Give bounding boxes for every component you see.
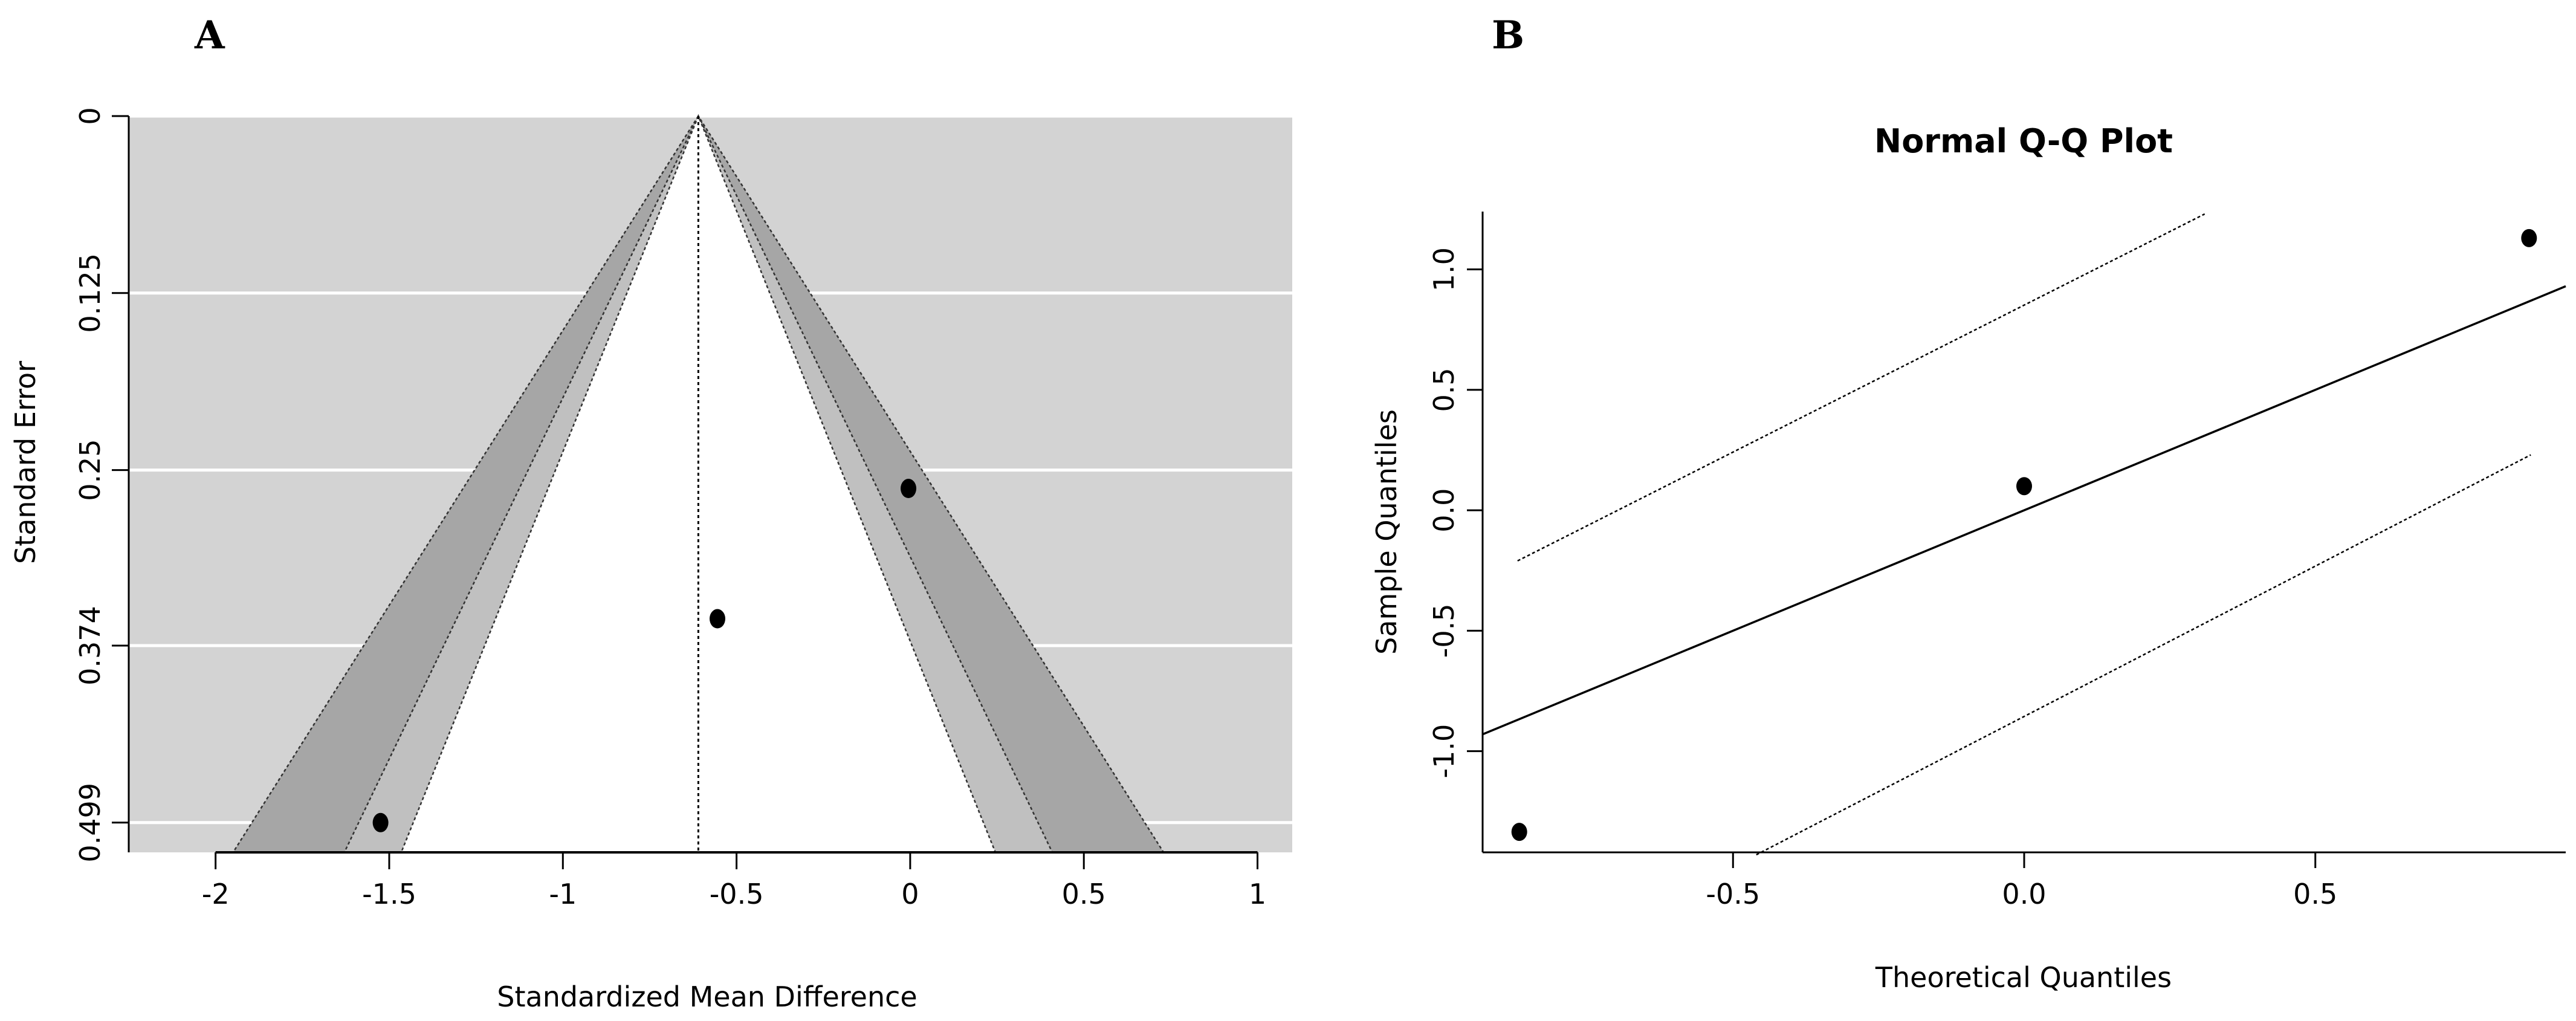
funnel-point-2 bbox=[372, 812, 389, 832]
qq-plot: Normal Q-Q Plot -0.5 0.0 0.5 -1.0 -0.5 0.0 0.5… bbox=[1370, 122, 2566, 994]
qq-axes: -0.5 0.0 0.5 -1.0 -0.5 0.0 0.5 1.0 bbox=[1428, 212, 2566, 910]
qq-confidence-band-lower bbox=[1756, 454, 2531, 856]
funnel-y-tick-label-1: 0.125 bbox=[74, 253, 106, 333]
qq-point-2 bbox=[2521, 229, 2537, 247]
qq-lines bbox=[1482, 213, 2566, 856]
funnel-contours bbox=[215, 114, 1258, 854]
funnel-axes: -2 -1.5 -1 -0.5 0 0.5 1 0 0.125 0.25 0.374 0.499 bbox=[74, 107, 1266, 910]
qq-plot-title: Normal Q-Q Plot bbox=[1874, 122, 2173, 160]
funnel-y-axis-title: Standard Error bbox=[9, 361, 42, 564]
funnel-x-tick-label-4: 0 bbox=[901, 878, 919, 910]
funnel-y-tick-label-4: 0.499 bbox=[74, 783, 106, 863]
funnel-points bbox=[372, 479, 917, 832]
panel-label-b: B bbox=[1492, 13, 1524, 58]
funnel-plot: -2 -1.5 -1 -0.5 0 0.5 1 0 0.125 0.25 0.374 0.499 St… bbox=[9, 107, 1292, 1013]
funnel-x-axis-title: Standardized Mean Difference bbox=[497, 980, 917, 1013]
funnel-y-tick-label-3: 0.374 bbox=[74, 606, 106, 686]
qq-y-tick-label-0: -1.0 bbox=[1428, 724, 1460, 779]
qq-y-tick-label-1: -0.5 bbox=[1428, 604, 1460, 658]
qq-points bbox=[1511, 229, 2537, 841]
funnel-y-tick-label-2: 0.25 bbox=[74, 439, 106, 501]
funnel-x-tick-label-5: 0.5 bbox=[1062, 878, 1106, 910]
qq-x-tick-label-1: 0.0 bbox=[2002, 878, 2046, 910]
funnel-x-tick-label-2: -1 bbox=[549, 878, 577, 910]
qq-confidence-band-upper bbox=[1517, 213, 2205, 562]
qq-point-0 bbox=[1511, 823, 1527, 841]
qq-x-axis-title: Theoretical Quantiles bbox=[1875, 961, 2172, 994]
qq-y-tick-label-3: 0.5 bbox=[1428, 368, 1460, 412]
funnel-point-1 bbox=[709, 609, 725, 629]
qq-x-tick-label-0: -0.5 bbox=[1706, 878, 1760, 910]
funnel-x-tick-label-1: -1.5 bbox=[362, 878, 416, 910]
funnel-x-tick-label-0: -2 bbox=[202, 878, 230, 910]
qq-x-tick-label-2: 0.5 bbox=[2293, 878, 2337, 910]
qq-y-axis-title: Sample Quantiles bbox=[1370, 409, 1403, 655]
qq-y-tick-label-2: 0.0 bbox=[1428, 488, 1460, 533]
funnel-y-tick-label-0: 0 bbox=[74, 107, 106, 125]
panel-label-a: A bbox=[194, 13, 225, 58]
qq-point-1 bbox=[2016, 477, 2032, 496]
funnel-x-tick-label-6: 1 bbox=[1249, 878, 1266, 910]
funnel-x-tick-label-3: -0.5 bbox=[710, 878, 764, 910]
qq-reference-line bbox=[1482, 285, 2566, 736]
funnel-point-0 bbox=[901, 479, 917, 499]
qq-y-tick-label-4: 1.0 bbox=[1428, 247, 1460, 291]
